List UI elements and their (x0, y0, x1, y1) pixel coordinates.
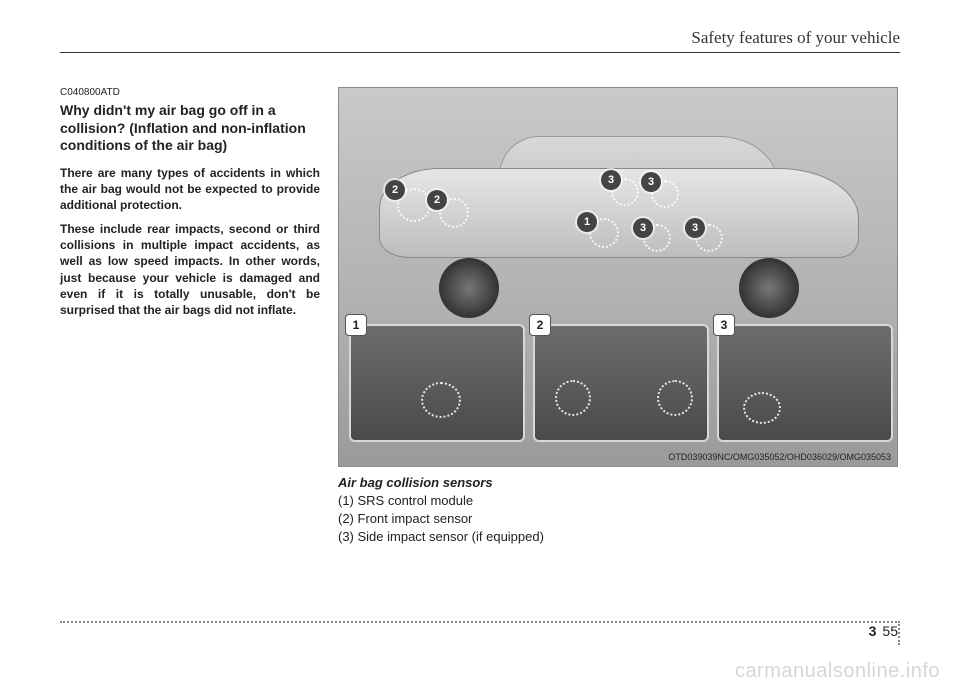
sensor-outline (421, 382, 461, 418)
marker-3: 3 (685, 218, 705, 238)
marker-3: 3 (641, 172, 661, 192)
thumbnail-1: 1 (349, 324, 525, 442)
caption-line: (2) Front impact sensor (338, 510, 900, 528)
section-code: C040800ATD (60, 87, 320, 98)
paragraph: These include rear impacts, second or th… (60, 221, 320, 318)
text-column: C040800ATD Why didn't my air bag go off … (60, 87, 320, 547)
thumbnail-2: 2 (533, 324, 709, 442)
section-heading: Why didn't my air bag go off in a collis… (60, 102, 320, 155)
sensor-outline (657, 380, 693, 416)
caption-title: Air bag collision sensors (338, 475, 900, 490)
sensor-outline (555, 380, 591, 416)
page-number: 3 55 (869, 623, 898, 639)
thumb-label: 2 (529, 314, 551, 336)
car-illustration: 2 2 1 3 3 3 3 (379, 128, 859, 308)
figure-column: 2 2 1 3 3 3 3 1 (338, 87, 900, 547)
chapter-title: Safety features of your vehicle (691, 28, 900, 48)
wheel-icon (439, 258, 499, 318)
sensor-outline (743, 392, 781, 424)
marker-3: 3 (601, 170, 621, 190)
caption-line: (3) Side impact sensor (if equipped) (338, 528, 900, 546)
caption-line: (1) SRS control module (338, 492, 900, 510)
wheel-icon (739, 258, 799, 318)
marker-1: 1 (577, 212, 597, 232)
content-row: C040800ATD Why didn't my air bag go off … (60, 87, 900, 547)
thumb-label: 1 (345, 314, 367, 336)
footer-rule (60, 621, 900, 645)
page-header: Safety features of your vehicle (60, 28, 900, 53)
watermark: carmanualsonline.info (735, 660, 940, 683)
paragraph: There are many types of accidents in whi… (60, 165, 320, 214)
airbag-sensor-figure: 2 2 1 3 3 3 3 1 (338, 87, 898, 467)
chapter-number: 3 (869, 623, 877, 639)
marker-2: 2 (385, 180, 405, 200)
thumbnail-row: 1 2 3 (349, 324, 893, 442)
page-number-value: 55 (882, 623, 898, 639)
marker-3: 3 (633, 218, 653, 238)
figure-code: OTD039039NC/OMG035052/OHD036029/OMG03505… (668, 452, 891, 462)
thumbnail-3: 3 (717, 324, 893, 442)
marker-2: 2 (427, 190, 447, 210)
thumb-label: 3 (713, 314, 735, 336)
